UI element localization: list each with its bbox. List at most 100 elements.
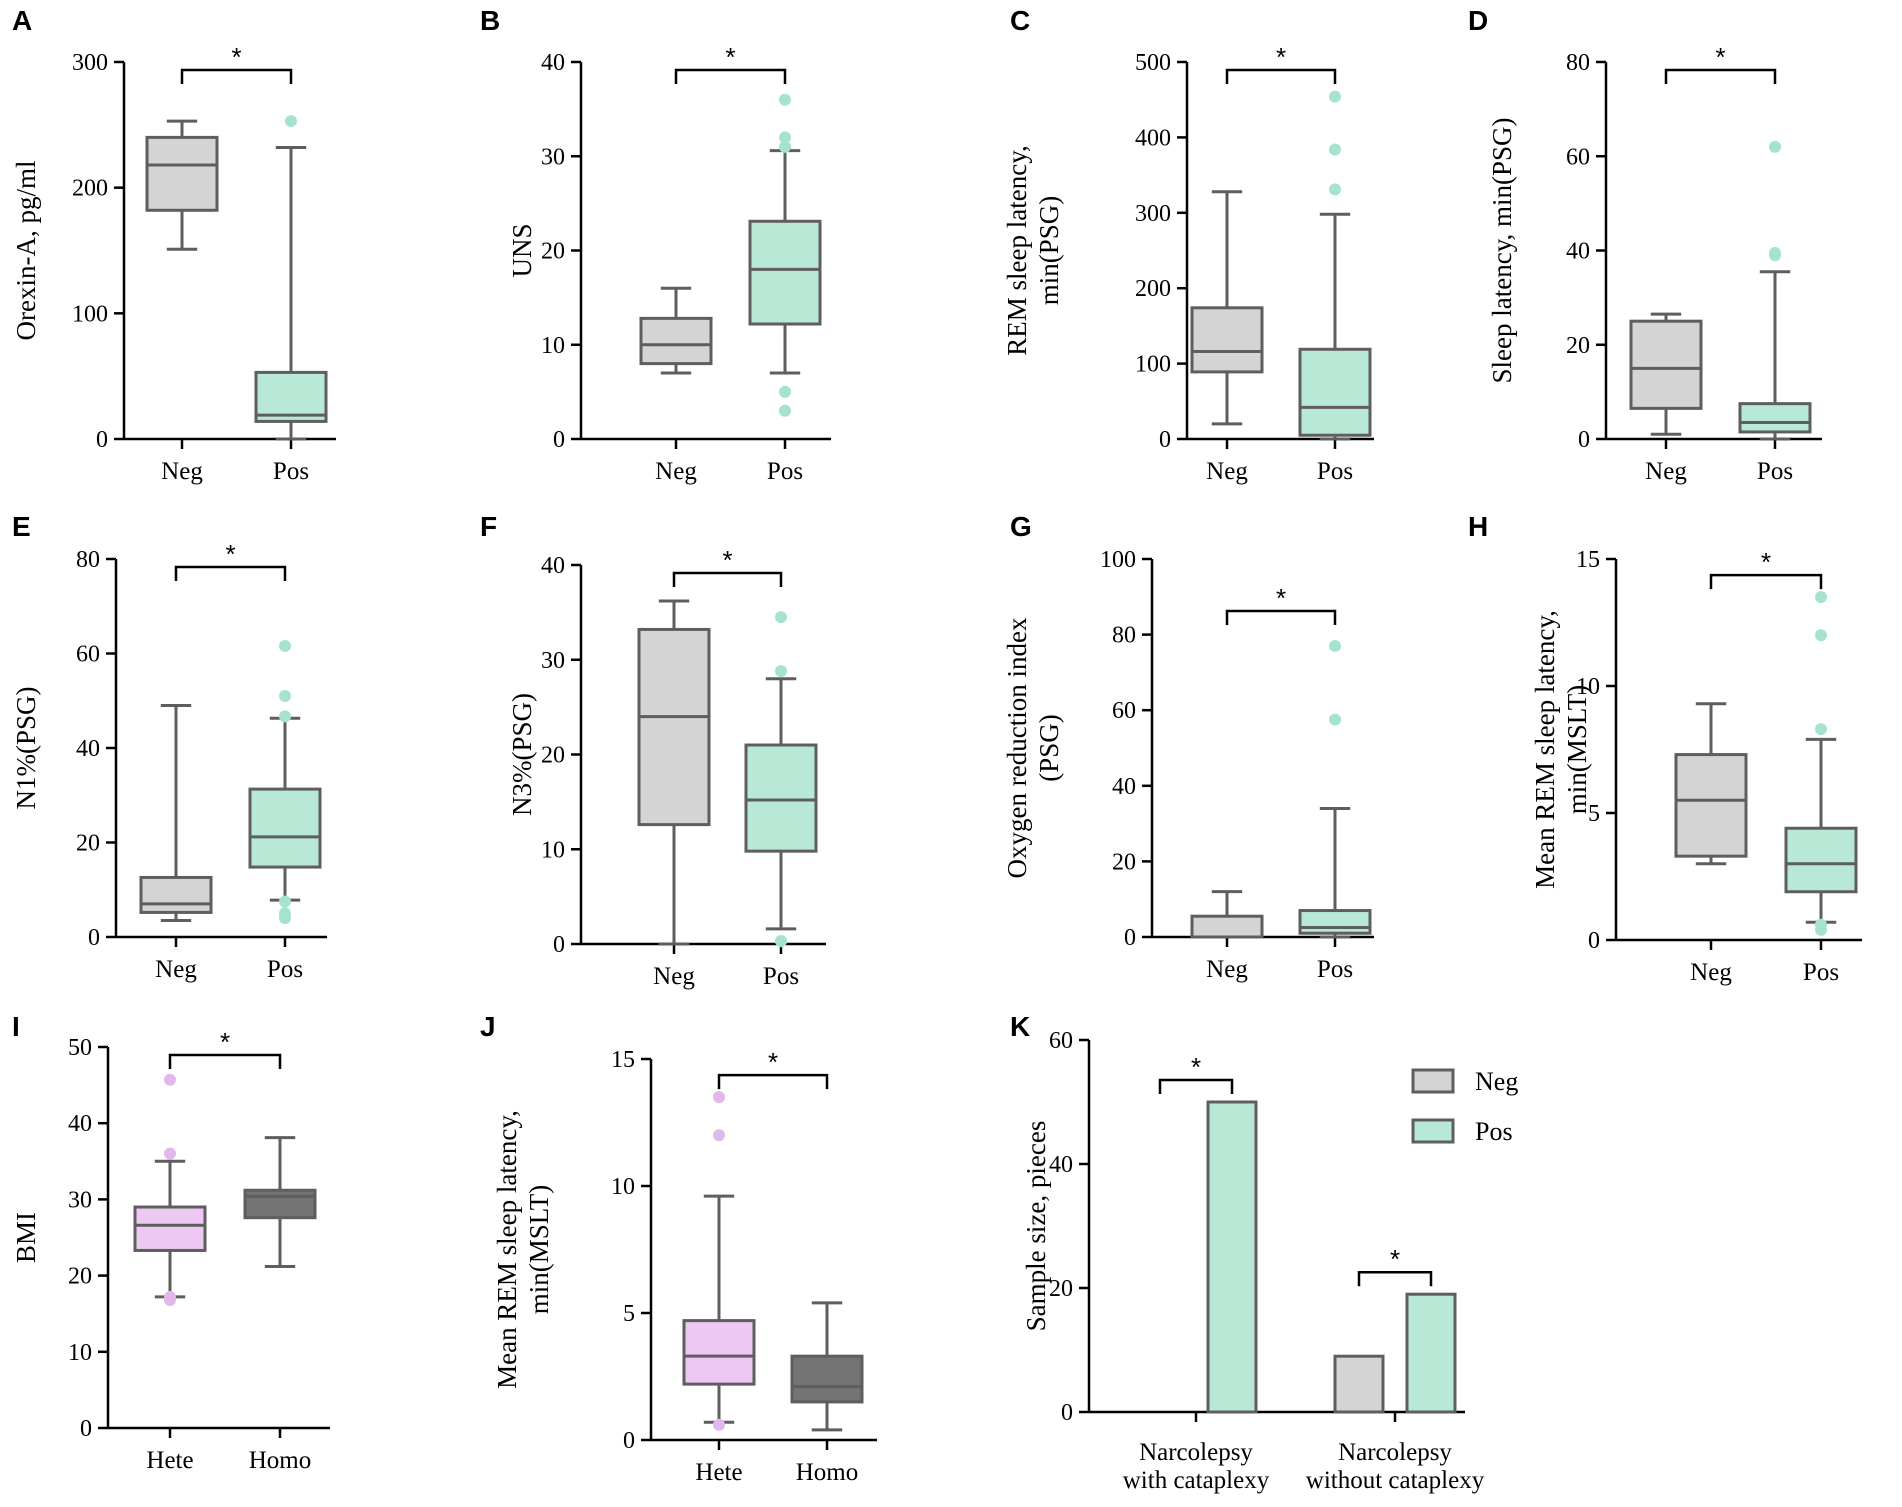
y-tick-label: 20 [1112,849,1136,875]
significance-star: * [225,539,235,569]
outlier-point [713,1091,725,1104]
y-tick-label: 0 [88,925,100,951]
significance-star: * [1191,1052,1201,1082]
significance-star: * [1276,42,1286,72]
significance-bracket [1709,573,1823,590]
significance-bracket [1225,68,1337,84]
y-tick-label: 10 [68,1340,92,1366]
panel-letter: C [1010,5,1030,36]
y-tick-label: 0 [1061,1400,1073,1426]
outlier-point [713,1129,725,1142]
significance-bracket [1158,1078,1234,1094]
y-tick-label: 200 [72,176,108,202]
panel-b: B 0 10 20 30 40 Neg Pos UNS * [480,5,831,485]
x-category-label: Hete [146,1447,193,1474]
x-category-label: Pos [267,956,303,983]
box-hete [682,1319,756,1386]
x-category-label: Pos [273,458,309,485]
outlier-point [779,404,791,417]
y-tick-label: 40 [541,50,565,76]
y-tick-label: 80 [76,547,100,573]
outlier-point [285,115,297,128]
significance-bracket [1664,68,1777,84]
x-category-label: Neg [653,963,695,990]
outlier-point [164,1290,176,1303]
significance-bracket [1357,1270,1433,1287]
panel-d: D 0 20 40 60 80 Neg Pos Sleep latency, min(PSG) * [1468,5,1822,485]
outlier-point [1815,723,1827,736]
y-tick-label: 0 [553,932,565,958]
x-category-label: Pos [1757,458,1793,485]
box-hete [133,1205,207,1252]
y-axis-title: N1%(PSG) [11,686,41,809]
y-tick-label: 60 [1112,698,1136,724]
significance-star: * [725,42,735,72]
y-tick-label: 5 [1588,801,1600,827]
panel-letter: D [1468,5,1488,36]
y-axis-title: Mean REM sleep latency,min(MSLT) [1530,610,1592,889]
x-category-label: Pos [1317,956,1353,983]
y-tick-label: 0 [96,427,108,453]
x-category-label: Pos [767,458,803,485]
outlier-point [1815,918,1827,931]
significance-star: * [722,545,732,575]
significance-star: * [768,1047,778,1077]
y-tick-label: 30 [541,144,565,170]
y-tick-label: 20 [76,831,100,857]
y-tick-label: 500 [1135,50,1171,76]
panel-a: A 0 100 200 300 Neg Pos Orexin-A, pg/ml * [11,5,336,485]
y-tick-label: 0 [1159,427,1171,453]
y-tick-label: 100 [72,301,108,327]
box-pos [1784,826,1858,894]
box-pos [248,787,322,869]
panel-k: K 0 20 40 60 Narcolepsy with cataplexy Narcolep… [1010,1011,1518,1494]
significance-bracket [672,571,783,587]
significance-star: * [1761,547,1771,577]
outlier-point [775,665,787,678]
significance-star: * [1390,1244,1400,1274]
y-tick-label: 40 [541,553,565,579]
significance-bracket [174,565,287,581]
x-category-label: Neg [161,458,203,485]
significance-bracket [180,68,293,84]
x-category-label: Pos [1317,458,1353,485]
box-pos [1298,909,1372,935]
box-pos [1738,402,1812,434]
outlier-point [1769,249,1781,262]
outlier-point [279,639,291,652]
legend-label: Pos [1475,1117,1513,1146]
significance-bracket [674,68,787,84]
y-tick-label: 0 [1578,427,1590,453]
y-tick-label: 10 [1576,674,1600,700]
y-tick-label: 5 [623,1301,635,1327]
outlier-point [1815,591,1827,604]
x-category-label: Homo [249,1447,312,1474]
y-axis-title: Sleep latency, min(PSG) [1487,118,1517,384]
y-tick-label: 80 [1112,623,1136,649]
box-neg [1190,914,1264,939]
legend-label: Neg [1475,1067,1518,1096]
box-neg [139,875,213,914]
outlier-point [1769,140,1781,153]
bar-pos [1206,1100,1258,1414]
y-axis-title: BMI [11,1212,41,1263]
y-tick-label: 30 [68,1187,92,1213]
x-category-label: Pos [763,963,799,990]
panel-f: F 0 10 20 30 40 Neg Pos N3%(PSG) * [480,511,826,990]
panel-letter: H [1468,511,1488,542]
outlier-point [779,93,791,106]
panel-c: C 0 100 200 300 400 500 Neg Pos REM sleep latency… [1002,5,1374,485]
significance-star: * [220,1027,230,1057]
outlier-point [279,690,291,703]
y-tick-label: 40 [1112,774,1136,800]
outlier-point [1329,183,1341,196]
y-tick-label: 300 [72,50,108,76]
x-category-label: Narcolepsy with cataplexy [1123,1439,1270,1494]
x-category-label: Neg [1206,458,1248,485]
y-axis-title: Oxygen reduction index(PSG) [1002,617,1064,878]
y-tick-label: 80 [1566,50,1590,76]
y-tick-label: 0 [553,427,565,453]
y-tick-label: 60 [76,642,100,668]
y-tick-label: 40 [1566,239,1590,265]
